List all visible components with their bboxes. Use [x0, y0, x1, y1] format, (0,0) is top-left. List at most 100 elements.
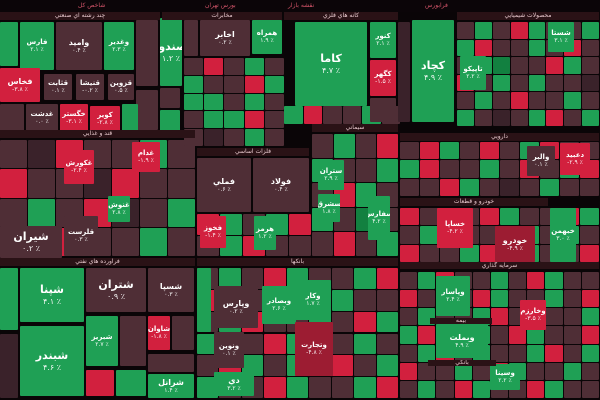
treemap-tile[interactable]	[582, 22, 599, 39]
treemap-tile[interactable]	[563, 290, 581, 308]
treemap-tile[interactable]	[224, 58, 244, 75]
treemap-tile[interactable]	[400, 290, 418, 308]
treemap-tile[interactable]	[474, 92, 492, 109]
treemap-tile[interactable]: سشرق ٪ ۱.۸	[318, 194, 340, 222]
treemap-tile[interactable]	[492, 92, 510, 109]
treemap-tile[interactable]	[474, 39, 492, 56]
treemap-tile[interactable]	[140, 227, 167, 256]
treemap-tile[interactable]	[528, 92, 546, 109]
treemap-tile[interactable]	[580, 244, 599, 262]
treemap-tile[interactable]	[264, 111, 284, 129]
treemap-tile[interactable]	[564, 57, 582, 74]
treemap-tile[interactable]: كچاد ٪ ۴.۹	[412, 20, 454, 122]
treemap-tile[interactable]	[509, 272, 527, 290]
treemap-tile[interactable]	[224, 75, 244, 93]
treemap-tile[interactable]: وبصادر ٪ ۲.۶	[262, 286, 296, 324]
treemap-tile[interactable]	[472, 362, 490, 380]
treemap-tile[interactable]: اخابر ٪ ۰.۲	[200, 20, 250, 56]
treemap-tile[interactable]	[436, 362, 454, 380]
treemap-tile[interactable]	[480, 178, 499, 196]
treemap-tile[interactable]	[440, 178, 459, 196]
treemap-tile[interactable]	[354, 289, 376, 311]
treemap-tile[interactable]	[333, 134, 355, 158]
treemap-tile[interactable]	[331, 355, 354, 377]
treemap-tile[interactable]	[582, 39, 599, 56]
treemap-tile[interactable]	[581, 380, 599, 398]
treemap-tile[interactable]	[355, 158, 377, 183]
treemap-tile[interactable]: وپارس ٪ ۰.۲	[214, 286, 258, 328]
treemap-tile[interactable]: شيران ٪ ۰.۲	[0, 226, 62, 258]
treemap-tile[interactable]	[418, 326, 436, 344]
treemap-tile[interactable]	[454, 380, 472, 398]
treemap-tile[interactable]: ستران ٪ ۲.۹	[318, 160, 344, 190]
treemap-tile[interactable]	[581, 272, 599, 290]
treemap-tile[interactable]	[582, 109, 599, 126]
treemap-tile[interactable]	[184, 75, 204, 93]
treemap-tile[interactable]	[28, 169, 55, 198]
treemap-tile[interactable]	[244, 111, 264, 129]
treemap-tile[interactable]	[460, 178, 479, 196]
treemap-tile[interactable]	[309, 377, 331, 398]
treemap-tile[interactable]: غدام ٪ ۱.۹-	[132, 142, 160, 172]
treemap-tile[interactable]	[527, 362, 545, 380]
treemap-tile[interactable]	[418, 272, 436, 290]
treemap-tile[interactable]	[241, 268, 264, 289]
treemap-tile[interactable]	[420, 160, 439, 178]
treemap-tile[interactable]	[528, 22, 546, 39]
treemap-tile[interactable]	[580, 208, 599, 226]
treemap-tile[interactable]	[197, 355, 219, 377]
treemap-tile[interactable]	[289, 235, 311, 256]
treemap-tile[interactable]	[520, 208, 539, 226]
treemap-tile[interactable]	[545, 380, 563, 398]
treemap-tile[interactable]	[492, 74, 510, 91]
treemap-tile[interactable]	[472, 272, 490, 290]
treemap-tile[interactable]	[264, 268, 286, 289]
treemap-tile[interactable]	[0, 268, 18, 330]
treemap-tile[interactable]	[286, 377, 309, 398]
treemap-tile[interactable]	[582, 57, 599, 74]
treemap-tile[interactable]	[160, 88, 180, 108]
treemap-tile[interactable]: خساپا ٪ ۴.۲-	[437, 208, 473, 248]
treemap-tile[interactable]	[224, 111, 244, 129]
treemap-tile[interactable]	[420, 178, 439, 196]
treemap-tile[interactable]	[264, 355, 286, 377]
treemap-tile[interactable]	[528, 39, 546, 56]
treemap-tile[interactable]	[400, 344, 418, 362]
sector-strip[interactable]: خودرو و قطعات	[400, 198, 548, 206]
treemap-tile[interactable]: وپاسار ٪ ۲.۴	[436, 276, 470, 316]
treemap-tile[interactable]	[400, 380, 418, 398]
treemap-tile[interactable]	[398, 22, 410, 122]
treemap-tile[interactable]	[355, 134, 377, 158]
treemap-tile[interactable]	[204, 129, 224, 146]
sector-strip[interactable]: دارويي	[400, 133, 599, 141]
sector-strip[interactable]: بانكي	[428, 360, 496, 366]
treemap-tile[interactable]	[400, 208, 419, 226]
treemap-tile[interactable]: هرمز ٪ ۱.۲	[254, 216, 276, 250]
treemap-tile[interactable]	[582, 92, 599, 109]
treemap-tile[interactable]	[500, 160, 519, 178]
treemap-tile[interactable]	[545, 326, 563, 344]
treemap-tile[interactable]	[563, 272, 581, 290]
treemap-tile[interactable]	[580, 178, 599, 196]
treemap-tile[interactable]	[197, 333, 219, 355]
sector-strip[interactable]: فلزات اساسي	[197, 148, 309, 156]
treemap-tile[interactable]	[510, 74, 528, 91]
treemap-tile[interactable]	[0, 140, 27, 169]
treemap-tile[interactable]: كگهر ٪ ۱.۵-	[370, 60, 396, 96]
sector-strip[interactable]: بيمه	[430, 318, 492, 324]
treemap-tile[interactable]: همراه ٪ ۱.۹	[252, 20, 282, 54]
treemap-tile[interactable]	[197, 377, 219, 398]
treemap-tile[interactable]: شتران ٪ ۰.۹	[86, 268, 146, 312]
treemap-tile[interactable]	[457, 39, 474, 56]
treemap-tile[interactable]	[376, 377, 398, 398]
treemap-tile[interactable]	[264, 58, 284, 75]
treemap-tile[interactable]	[354, 333, 376, 355]
treemap-tile[interactable]	[581, 308, 599, 326]
treemap-tile[interactable]	[331, 268, 354, 289]
treemap-tile[interactable]	[168, 198, 195, 227]
treemap-tile[interactable]: فخاس ٪ ۳.۸-	[0, 68, 40, 102]
treemap-tile[interactable]	[331, 377, 354, 398]
treemap-tile[interactable]	[289, 214, 311, 235]
treemap-tile[interactable]	[204, 75, 224, 93]
